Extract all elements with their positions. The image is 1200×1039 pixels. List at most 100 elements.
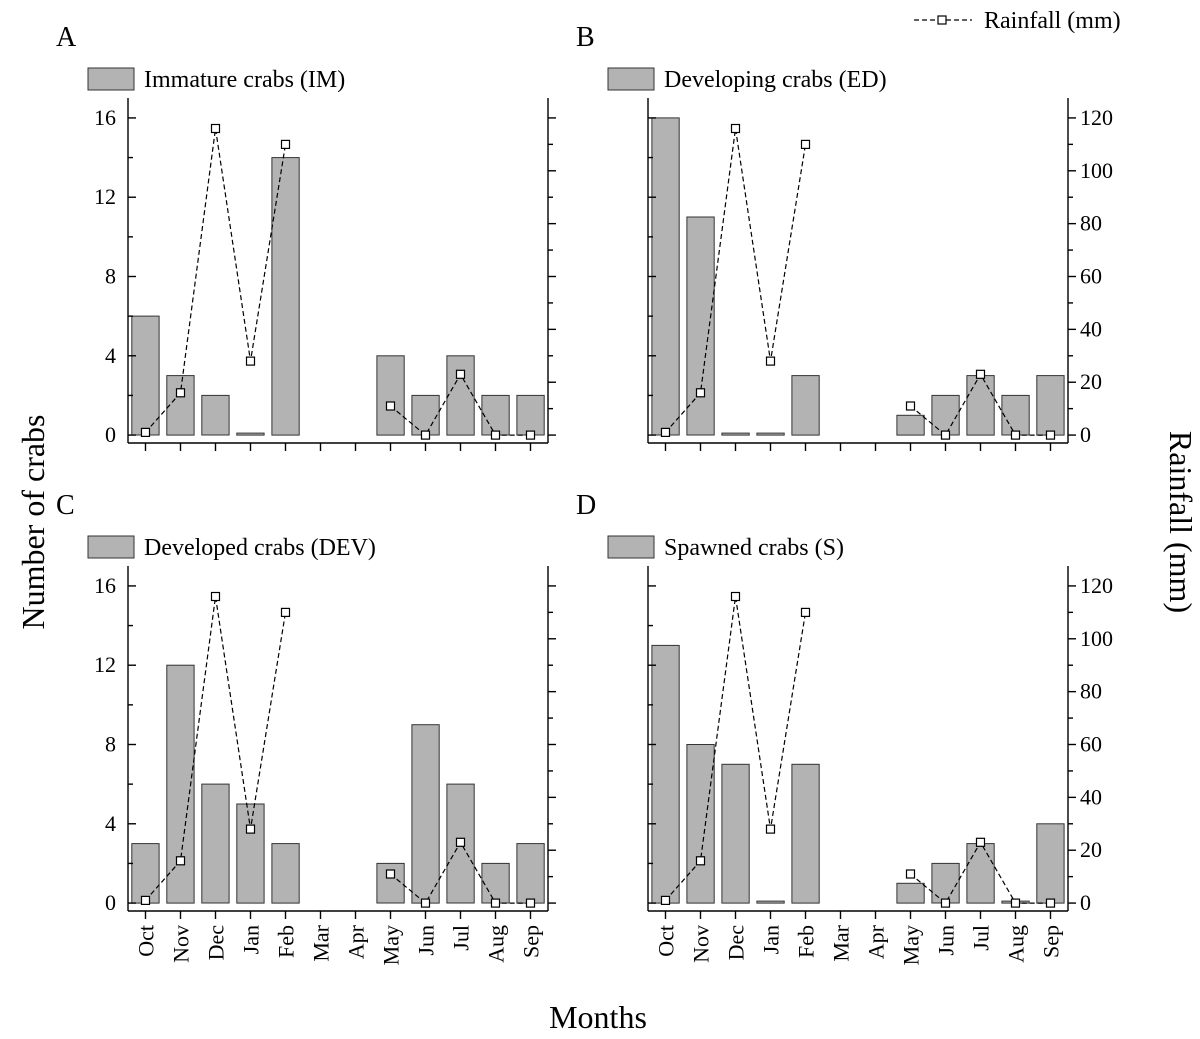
rainfall-point-jun bbox=[420, 430, 431, 440]
rainfall-point-oct bbox=[660, 427, 671, 437]
month-label-jul: Jul bbox=[449, 925, 474, 951]
bar-dec bbox=[201, 783, 230, 904]
month-label-nov: Nov bbox=[689, 925, 714, 963]
bar-nov bbox=[166, 664, 195, 904]
rainfall-point-jul bbox=[975, 837, 986, 847]
rainfall-point-may bbox=[905, 869, 916, 879]
bar-jun bbox=[411, 724, 440, 904]
bar-sep bbox=[1036, 375, 1065, 436]
rainfall-point-aug bbox=[1010, 898, 1021, 908]
rainfall-point-nov bbox=[695, 856, 706, 866]
bar-nov bbox=[686, 744, 715, 904]
panel-letter: D bbox=[576, 490, 596, 521]
bar-feb bbox=[271, 157, 300, 436]
left-tick-label-4: 4 bbox=[105, 811, 116, 836]
rainfall-point-sep bbox=[1045, 898, 1056, 908]
panel-letter: A bbox=[56, 22, 77, 53]
bar-nov bbox=[166, 375, 195, 436]
month-label-jun: Jun bbox=[414, 925, 439, 956]
right-tick-label-40: 40 bbox=[1080, 784, 1102, 809]
month-label-jun: Jun bbox=[934, 925, 959, 956]
month-label-nov: Nov bbox=[169, 925, 194, 963]
rainfall-legend-marker bbox=[937, 15, 947, 25]
panel-d: 0 20 40 60 80 100 120 Oct Nov Dec Jan Feb Mar Apr May J… bbox=[576, 490, 1113, 965]
rainfall-legend-label: Rainfall (mm) bbox=[984, 8, 1121, 34]
rainfall-point-dec bbox=[730, 123, 741, 134]
left-tick-label-0: 0 bbox=[105, 422, 116, 447]
panel-a: 0 4 8 12 16 A Immature crabs (IM) bbox=[56, 22, 556, 451]
rainfall-point-aug bbox=[490, 898, 501, 908]
month-label-apr: Apr bbox=[344, 924, 369, 959]
right-tick-label-20: 20 bbox=[1080, 369, 1102, 394]
bar-feb bbox=[791, 763, 820, 904]
right-tick-label-60: 60 bbox=[1080, 264, 1102, 289]
month-label-mar: Mar bbox=[309, 924, 334, 961]
bar-sep bbox=[1036, 823, 1065, 904]
month-label-dec: Dec bbox=[724, 925, 749, 961]
month-label-aug: Aug bbox=[484, 925, 509, 963]
rainfall-point-feb bbox=[280, 139, 291, 149]
panel-b: 0 20 40 60 80 100 120 B Developing crabs (ED) bbox=[576, 22, 1113, 451]
rainfall-point-may bbox=[385, 869, 396, 879]
left-tick-label-8: 8 bbox=[105, 732, 116, 757]
y2-axis-title: Rainfall (mm) bbox=[1163, 431, 1199, 613]
left-tick-label-12: 12 bbox=[94, 184, 116, 209]
right-tick-label-60: 60 bbox=[1080, 732, 1102, 757]
rainfall-point-jun bbox=[420, 898, 431, 908]
legend-swatch bbox=[607, 67, 655, 91]
legend-label: Spawned crabs (S) bbox=[664, 535, 844, 561]
rainfall-point-jan bbox=[245, 356, 256, 366]
month-label-jan: Jan bbox=[759, 925, 784, 954]
right-tick-label-20: 20 bbox=[1080, 837, 1102, 862]
y-axis-title: Number of crabs bbox=[15, 414, 51, 629]
bar-dec bbox=[201, 394, 230, 436]
rainfall-line-segment-1 bbox=[665, 128, 807, 433]
month-label-mar: Mar bbox=[829, 924, 854, 961]
bar-jun bbox=[931, 862, 960, 904]
rainfall-point-jan bbox=[765, 356, 776, 366]
rainfall-point-sep bbox=[525, 898, 536, 908]
month-label-dec: Dec bbox=[204, 925, 229, 961]
rainfall-point-feb bbox=[280, 607, 291, 618]
bar-may bbox=[376, 862, 405, 904]
month-label-sep: Sep bbox=[1039, 925, 1064, 958]
legend-label: Immature crabs (IM) bbox=[144, 67, 345, 93]
left-tick-label-12: 12 bbox=[94, 652, 116, 677]
rainfall-point-nov bbox=[695, 388, 706, 398]
bar-sep bbox=[516, 394, 545, 436]
bar-may bbox=[376, 355, 405, 436]
x-axis-title: Months bbox=[549, 999, 647, 1035]
bar-sep bbox=[516, 843, 545, 904]
month-label-aug: Aug bbox=[1004, 925, 1029, 963]
bar-oct bbox=[131, 843, 160, 904]
rainfall-point-dec bbox=[210, 591, 221, 602]
panel-letter: C bbox=[56, 490, 75, 521]
bar-oct bbox=[651, 117, 680, 436]
bar-jan bbox=[236, 803, 265, 904]
rainfall-line-segment-1 bbox=[665, 596, 807, 901]
rainfall-point-jun bbox=[940, 430, 951, 440]
right-tick-label-100: 100 bbox=[1080, 626, 1113, 651]
bar-jul bbox=[966, 843, 995, 904]
bar-jan bbox=[756, 900, 785, 904]
right-tick-label-120: 120 bbox=[1080, 573, 1113, 598]
month-label-may: May bbox=[379, 925, 404, 965]
rainfall-line-segment-1 bbox=[145, 128, 287, 433]
bar-aug bbox=[1001, 394, 1030, 436]
rainfall-point-may bbox=[385, 401, 396, 411]
left-tick-label-8: 8 bbox=[105, 264, 116, 289]
rainfall-point-jan bbox=[765, 824, 776, 834]
rainfall-point-jul bbox=[975, 369, 986, 379]
month-label-oct: Oct bbox=[134, 925, 159, 957]
bar-nov bbox=[686, 216, 715, 436]
right-tick-label-100: 100 bbox=[1080, 158, 1113, 183]
right-tick-label-120: 120 bbox=[1080, 105, 1113, 130]
bar-jan bbox=[756, 432, 785, 436]
bar-jul bbox=[966, 375, 995, 436]
rainfall-point-feb bbox=[800, 139, 811, 149]
left-tick-label-4: 4 bbox=[105, 343, 116, 368]
rainfall-point-dec bbox=[730, 591, 741, 602]
rainfall-point-oct bbox=[140, 427, 151, 437]
